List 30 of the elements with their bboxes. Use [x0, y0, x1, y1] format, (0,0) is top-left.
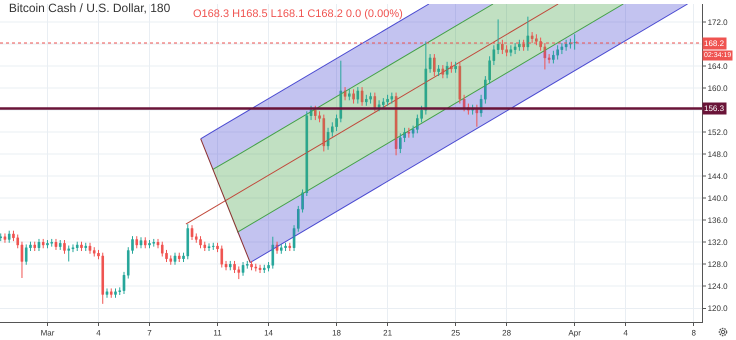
- y-tick-label: 172.0: [708, 18, 728, 27]
- x-tick-label: 11: [213, 328, 222, 338]
- x-tick-label: 14: [264, 328, 274, 338]
- x-tick-label: 4: [623, 328, 628, 338]
- y-tick-label: 132.0: [708, 238, 728, 248]
- x-tick-label: 8: [691, 328, 696, 338]
- candlestick: [148, 240, 151, 249]
- y-tick-label: 136.0: [708, 216, 728, 226]
- ref-line-label: 156.3: [704, 104, 725, 113]
- x-tick-label: 25: [451, 328, 461, 338]
- candlestick: [46, 240, 49, 249]
- y-tick-label: 148.0: [708, 150, 728, 159]
- y-tick-label: 124.0: [708, 282, 728, 292]
- y-tick-label: 152.0: [708, 128, 728, 137]
- x-tick-label: 28: [502, 328, 512, 338]
- y-tick-label: 140.0: [708, 194, 728, 204]
- x-tick-label: 4: [96, 328, 102, 338]
- x-tick-label: 18: [332, 328, 342, 338]
- x-tick-label: Mar: [40, 328, 55, 338]
- chart-title: Bitcoin Cash / U.S. Dollar, 180: [8, 0, 171, 15]
- x-tick-label: 21: [383, 328, 393, 338]
- y-tick-label: 144.0: [708, 172, 728, 181]
- y-tick-label: 160.0: [708, 84, 728, 93]
- y-tick-label: 120.0: [708, 304, 728, 314]
- annotation: O168.3 H168.5 L168.1 C168.2 0.0 (0.00%): [193, 8, 403, 20]
- y-tick-label: 164.0: [708, 62, 728, 71]
- x-tick-label: 7: [147, 328, 152, 338]
- y-tick-label: 128.0: [708, 260, 728, 270]
- x-tick-label: Apr: [568, 328, 582, 338]
- ref-line-label: 168.2: [704, 39, 725, 48]
